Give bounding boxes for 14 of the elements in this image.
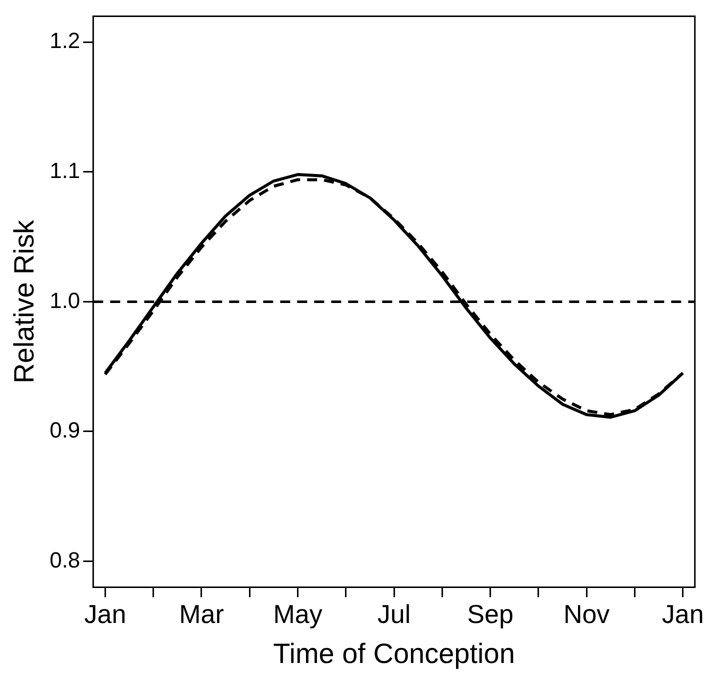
x-tick-label: Mar	[179, 598, 224, 629]
x-tick-label: Jul	[377, 598, 411, 629]
y-tick-label: 0.9	[50, 418, 80, 443]
y-tick-label: 1.2	[50, 28, 80, 54]
x-tick-label: Jan	[84, 598, 126, 629]
y-axis-title: Relative Risk	[8, 219, 40, 384]
x-tick-label: Jan	[662, 598, 704, 629]
x-tick-label: Nov	[563, 598, 610, 629]
x-tick-label: Sep	[467, 598, 514, 629]
y-tick-label: 0.8	[50, 547, 80, 572]
x-axis-title: Time of Conception	[273, 638, 515, 669]
x-tick-label: May	[273, 598, 322, 629]
y-tick-label: 1.1	[50, 158, 80, 183]
y-tick-label: 1.0	[50, 288, 80, 313]
